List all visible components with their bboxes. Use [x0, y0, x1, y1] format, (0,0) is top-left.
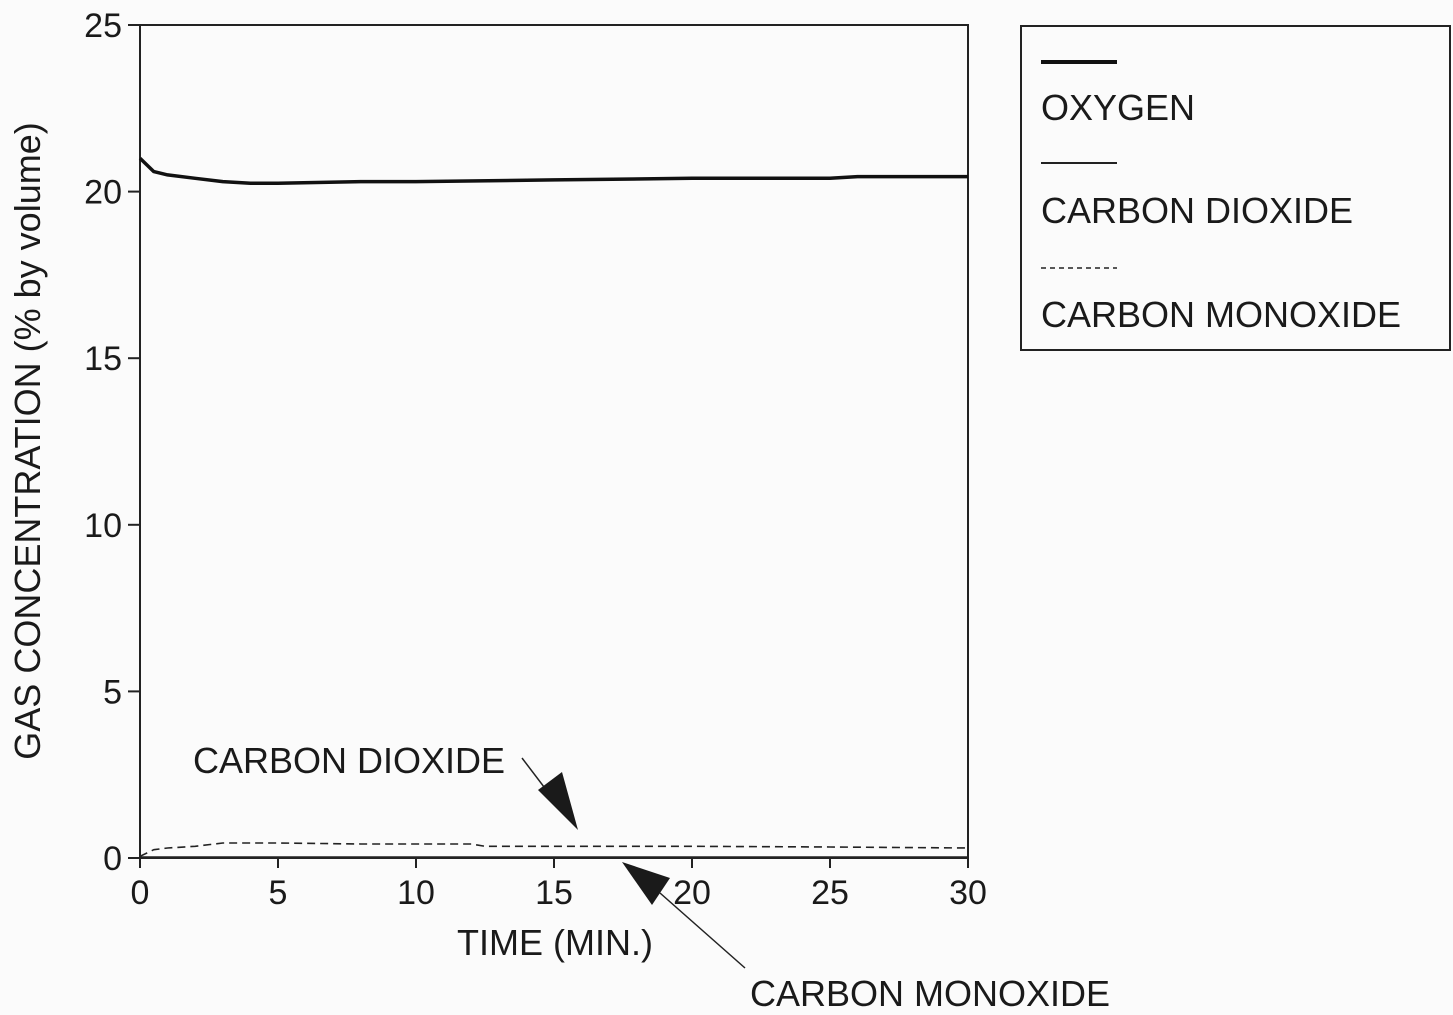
y-tick-label: 15: [84, 340, 122, 378]
annotation-carbon-monoxide: CARBON MONOXIDE: [622, 862, 1110, 1014]
x-tick-label: 10: [397, 874, 435, 912]
annotation-carbon-monoxide-leader: [659, 892, 746, 969]
legend-label-oxygen: OXYGEN: [1041, 87, 1195, 128]
y-tick-label: 20: [84, 174, 122, 212]
legend-label-carbon-monoxide: CARBON MONOXIDE: [1041, 294, 1401, 335]
x-tick-label: 15: [535, 874, 573, 912]
y-axis-label: GAS CONCENTRATION (% by volume): [7, 122, 48, 759]
x-tick-label: 25: [811, 874, 849, 912]
x-tick-label: 0: [131, 874, 150, 912]
annotation-carbon-monoxide-text: CARBON MONOXIDE: [750, 973, 1110, 1014]
x-axis-ticks: 0 5 10 15 20 25 30: [131, 858, 987, 912]
y-tick-label: 5: [103, 673, 122, 711]
annotation-carbon-dioxide: CARBON DIOXIDE: [193, 740, 578, 830]
series-line-oxygen: [138, 157, 968, 186]
series-line-carbon-monoxide: [139, 842, 969, 858]
annotation-carbon-dioxide-arrowhead: [538, 772, 578, 830]
annotation-carbon-dioxide-text: CARBON DIOXIDE: [193, 740, 505, 781]
series-lines: [138, 157, 969, 859]
x-tick-label: 5: [269, 874, 288, 912]
y-tick-label: 25: [84, 7, 122, 45]
x-tick-label: 20: [673, 874, 711, 912]
legend-box: [1020, 25, 1451, 351]
annotation-carbon-monoxide-arrowhead: [622, 862, 670, 905]
x-tick-label: 30: [949, 874, 987, 912]
y-tick-label: 0: [103, 840, 122, 878]
plot-area-frame: [139, 24, 969, 859]
y-axis-ticks: 0 5 10 15 20 25: [84, 7, 140, 878]
legend: OXYGEN CARBON DIOXIDE CARBON MONOXIDE: [1020, 25, 1451, 351]
y-tick-label: 10: [84, 507, 122, 545]
x-axis-label: TIME (MIN.): [457, 922, 653, 963]
legend-label-carbon-dioxide: CARBON DIOXIDE: [1041, 190, 1353, 231]
